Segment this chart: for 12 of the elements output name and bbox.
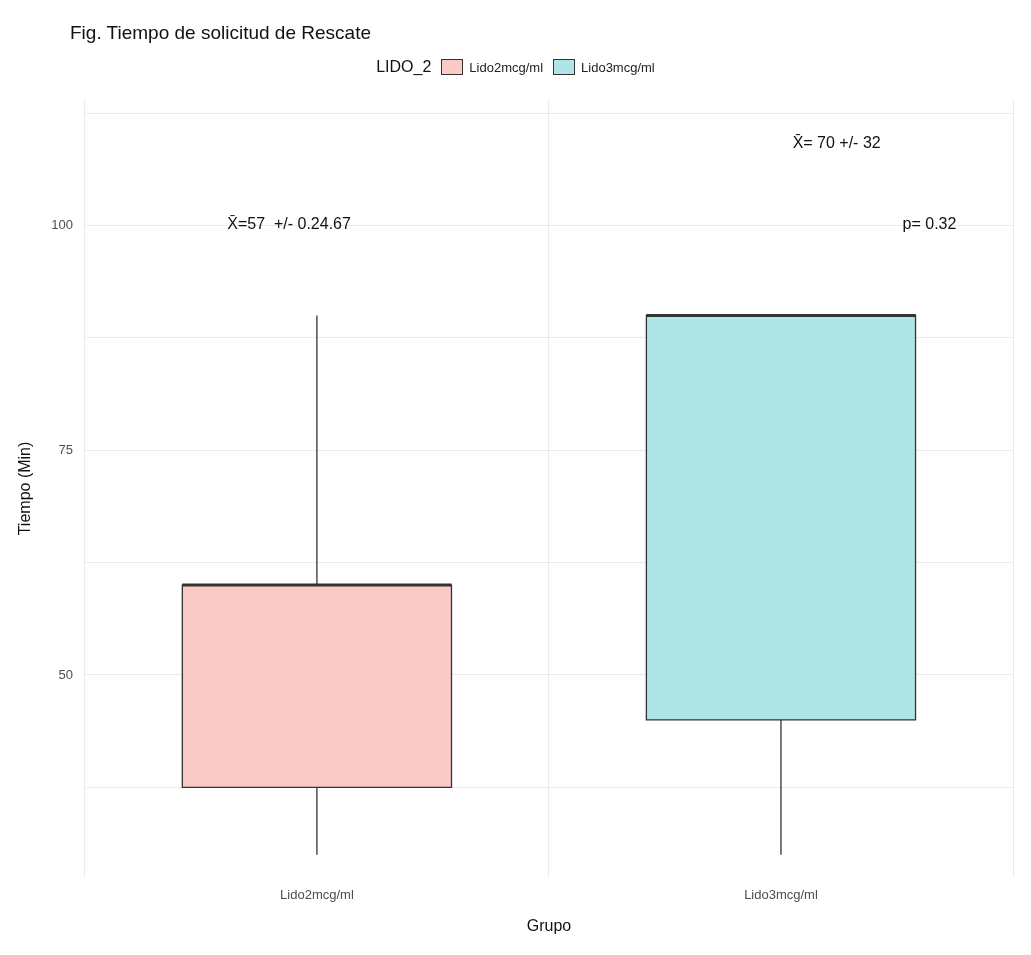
- legend-label: Lido3mcg/ml: [581, 59, 655, 75]
- y-tick-label: 75: [58, 441, 73, 457]
- legend-title: LIDO_2: [376, 58, 432, 76]
- annotation: X̄=57 +/- 0.24.67: [227, 214, 351, 232]
- y-tick-label: 50: [58, 666, 73, 682]
- x-axis-title: Grupo: [526, 916, 572, 934]
- y-tick-label: 100: [51, 217, 73, 233]
- annotation: X̄= 70 +/- 32: [792, 133, 881, 151]
- annotation: p= 0.32: [902, 214, 957, 232]
- chart-title: Fig. Tiempo de solicitud de Rescate: [69, 21, 372, 44]
- legend-label: Lido2mcg/ml: [469, 59, 544, 75]
- y-axis-title: Tiempo (Min): [16, 441, 34, 536]
